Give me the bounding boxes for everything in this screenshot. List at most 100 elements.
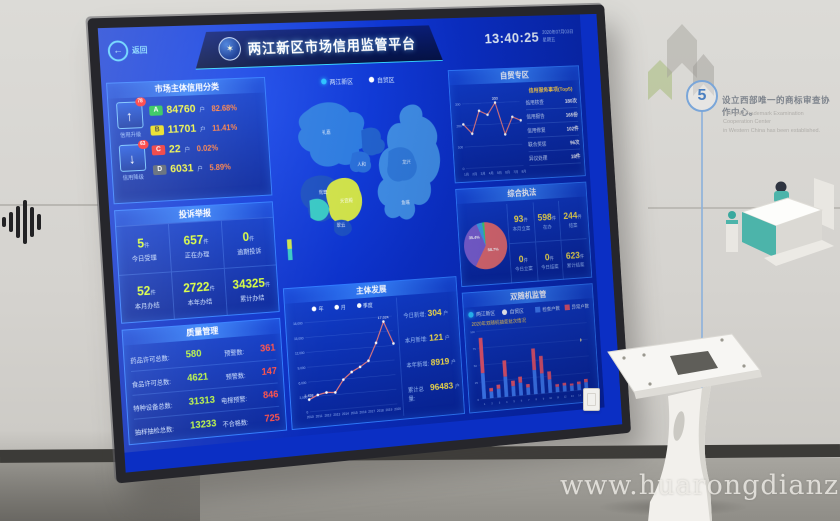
svg-text:2016: 2016	[359, 410, 366, 415]
enforcement-pie-chart: 58.7% 35.4%	[460, 204, 511, 286]
svg-text:2012: 2012	[324, 413, 331, 418]
enforcement-value: 598件	[537, 212, 557, 224]
power-outlet	[583, 388, 600, 411]
legend-quarter[interactable]: 季度	[356, 301, 373, 310]
quality-value: 31313	[188, 394, 216, 408]
complaint-label: 累计办结	[239, 294, 265, 304]
svg-text:3,000: 3,000	[299, 396, 307, 401]
svg-text:6月: 6月	[505, 169, 510, 174]
ftz-line-chart: 0 100 200 300 1月 2月 3月 4月 5月 6月 7月 8月 300	[455, 96, 526, 177]
wall-timeline-left	[0, 204, 98, 206]
clock: 13:40:25 2020年07月03日 星期五	[484, 28, 574, 47]
complaint-value: 34325件	[232, 276, 271, 293]
svg-text:2017: 2017	[368, 409, 375, 414]
ftz-list: 信用服务事项(Top5) 信用核查 180次 信用报告 165份 信用修复 102件 联合奖…	[522, 82, 583, 174]
toggle-label: 两江新区	[476, 311, 496, 319]
ftz-item-value: 180次	[564, 98, 578, 105]
svg-text:2月: 2月	[472, 171, 477, 176]
svg-text:5: 5	[513, 399, 515, 403]
toggle-label: 自贸区	[509, 308, 524, 316]
ftz-item-name: 异议处理	[528, 155, 548, 163]
enforcement-label: 在办	[542, 224, 552, 231]
svg-text:6: 6	[521, 399, 523, 403]
complaint-label: 本月办结	[134, 302, 161, 312]
map-toggle-liangjiang[interactable]: 两江新区	[321, 76, 353, 87]
credit-row-a: A 84760 户 82.68%	[149, 100, 263, 117]
svg-text:100: 100	[470, 330, 475, 334]
svg-text:2: 2	[491, 401, 493, 405]
svg-text:12: 12	[564, 395, 567, 399]
radio-dot-icon	[501, 309, 508, 316]
step-en-line2: in Western China has been established.	[723, 127, 821, 134]
legend-abnormal[interactable]: 异常户数	[564, 302, 589, 311]
svg-text:2010: 2010	[307, 415, 314, 420]
random-toggle-liangjiang[interactable]: 两江新区	[468, 309, 495, 319]
legend-label: 年	[318, 306, 324, 313]
enforcement-value: 623件	[565, 250, 585, 262]
quality-value: 580	[185, 348, 202, 361]
svg-text:50: 50	[474, 364, 477, 368]
ftz-item-name: 联合奖惩	[528, 141, 547, 149]
legend-month[interactable]: 月	[334, 303, 346, 312]
grade-d-pct: 5.89%	[209, 161, 231, 172]
sound-wave-icon	[2, 198, 41, 246]
dashboard-body: 市场主体信用分类 ↑ 78 信用升级 ↓ 63 信用降级	[106, 65, 600, 446]
svg-text:9,000: 9,000	[297, 366, 305, 371]
credit-downgrade-button[interactable]: ↓ 63	[118, 139, 149, 172]
svg-text:鱼嘴: 鱼嘴	[401, 199, 410, 206]
legend-checked[interactable]: 检查户数	[535, 305, 560, 313]
svg-text:7: 7	[528, 398, 530, 402]
svg-text:2019: 2019	[385, 408, 392, 412]
svg-text:5月: 5月	[497, 170, 502, 175]
ftz-item-value: 18件	[570, 154, 581, 161]
svg-text:12,000: 12,000	[295, 351, 305, 356]
svg-text:7月: 7月	[513, 169, 518, 174]
quality-label: 食品许可总数:	[131, 378, 172, 389]
credit-row-c: C 22 户 0.02%	[151, 139, 265, 156]
legend-year[interactable]: 年	[312, 304, 324, 313]
grade-a-chip: A	[149, 105, 164, 116]
svg-text:2015: 2015	[351, 411, 358, 416]
svg-text:4: 4	[506, 400, 508, 404]
back-label: 返回	[131, 45, 148, 55]
credit-upgrade-button[interactable]: ↑ 78	[115, 97, 146, 130]
ftz-panel: 自贸专区 0 100 200 300 1月 2月 3月 4月 5月 6月 7月 8月 300 信用服务事…	[447, 65, 586, 184]
grade-c-count: 22	[168, 143, 181, 156]
quality-panel: 质量管理 药品许可总数: 580 预警数: 361 食品许可总数: 4621 预警数: 1…	[121, 317, 288, 446]
complaints-grid: 5件 今日受理 657件 正在办理 0件 逾期投诉 52件 本月办结 2722件 本年办…	[116, 216, 279, 323]
development-panel: 主体发展 年 月 季度 0 3,000 6,000 9,000 12,000 15,000…	[282, 276, 465, 431]
toggle-label: 两江新区	[329, 78, 354, 87]
complaint-value: 2722件	[182, 279, 216, 296]
grade-a-pct: 82.68%	[211, 102, 238, 113]
stat-unit: 户	[443, 310, 449, 317]
svg-text:1: 1	[484, 402, 486, 406]
back-button[interactable]: ← 返回	[107, 40, 148, 62]
timeline-connector	[701, 111, 703, 411]
random-toggle-ftz[interactable]: 自贸区	[501, 307, 524, 316]
radio-dot-icon	[368, 76, 375, 83]
svg-text:11: 11	[557, 395, 560, 399]
map-block: 两江新区 自贸区	[270, 70, 456, 282]
svg-text:200: 200	[456, 124, 461, 128]
svg-text:2013: 2013	[333, 412, 340, 417]
complaint-value: 52件	[136, 284, 157, 299]
stat-value: 121	[428, 331, 444, 344]
enforcement-panel: 综合执法 58.7% 35.4% 93件 本月立案 598件 在办 244件 结案 0…	[455, 181, 593, 288]
svg-text:13: 13	[571, 394, 574, 398]
page-title: 两江新区市场信用监管平台	[247, 36, 417, 58]
enforcement-value: 0件	[544, 252, 555, 263]
upgrade-badge: 78	[134, 97, 146, 107]
clock-time: 13:40:25	[484, 29, 540, 48]
ftz-item-value: 165份	[565, 112, 578, 119]
unit: 户	[197, 166, 204, 173]
svg-text:300: 300	[455, 103, 460, 107]
credit-classification-panel: 市场主体信用分类 ↑ 78 信用升级 ↓ 63 信用降级	[106, 76, 273, 205]
grade-c-chip: C	[151, 144, 166, 156]
development-stats: 今日新增: 304 户本月新增: 121 户本年新增: 8919 户累计总量: …	[395, 293, 462, 416]
svg-text:翠云: 翠云	[336, 223, 345, 229]
random-bar-chart: 0255075100123456789101112131415	[470, 319, 594, 406]
map-toggle-ftz[interactable]: 自贸区	[368, 74, 395, 84]
grade-a-count: 84760	[166, 103, 196, 117]
center-column: 两江新区 自贸区	[270, 70, 465, 431]
